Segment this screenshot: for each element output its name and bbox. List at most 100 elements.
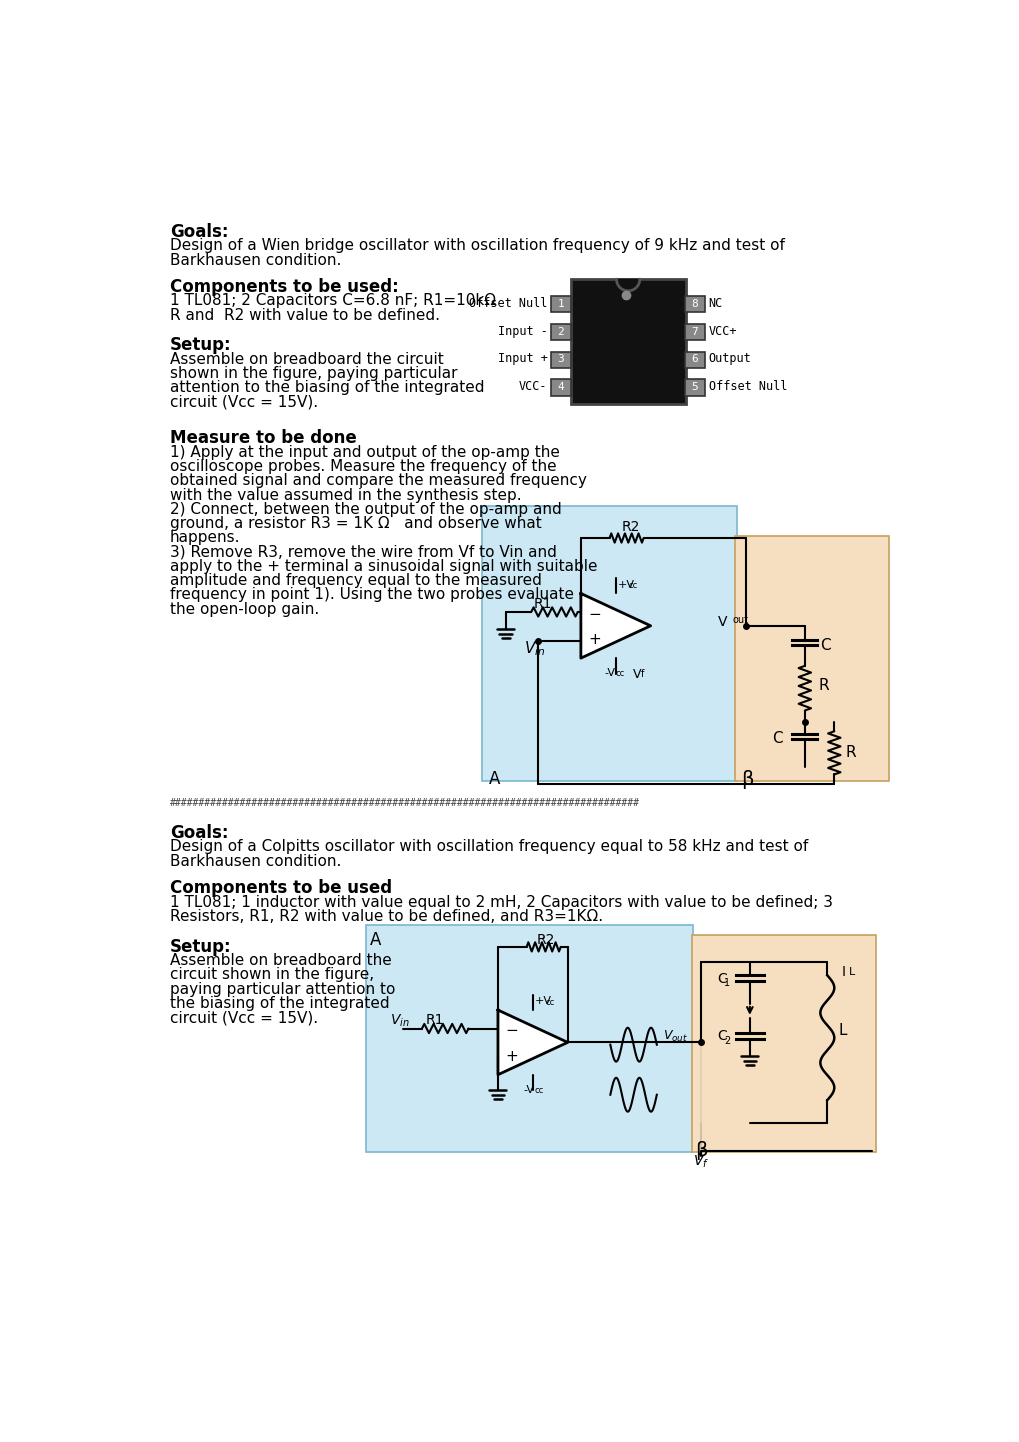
Bar — [685, 324, 704, 340]
Text: VCC+: VCC+ — [708, 324, 737, 337]
Text: NC: NC — [708, 297, 722, 310]
Bar — [691, 934, 875, 1152]
Text: R1: R1 — [426, 1014, 444, 1027]
Text: −: − — [588, 607, 601, 622]
Text: shown in the figure, paying particular: shown in the figure, paying particular — [170, 366, 458, 381]
Text: Goals:: Goals: — [170, 224, 228, 241]
Text: $V_{in}$: $V_{in}$ — [389, 1012, 409, 1030]
Text: 3: 3 — [556, 355, 564, 365]
Text: Output: Output — [708, 352, 751, 365]
Text: A: A — [370, 932, 381, 949]
Text: 1: 1 — [723, 978, 730, 988]
Text: 7: 7 — [691, 327, 697, 336]
Text: V: V — [717, 616, 727, 629]
Text: circuit shown in the figure,: circuit shown in the figure, — [170, 968, 374, 982]
Text: 1: 1 — [556, 298, 564, 309]
Bar — [735, 536, 888, 782]
Text: 2: 2 — [556, 327, 564, 336]
Text: V: V — [632, 668, 641, 681]
Text: R2: R2 — [536, 933, 554, 947]
Text: L: L — [839, 1024, 847, 1038]
Bar — [482, 506, 736, 782]
Text: R: R — [845, 746, 855, 760]
Bar — [685, 296, 704, 313]
Text: Setup:: Setup: — [170, 336, 231, 355]
Text: R2: R2 — [622, 519, 640, 534]
Text: $V_{in}$: $V_{in}$ — [523, 640, 544, 658]
Text: 1 TL081; 2 Capacitors C=6.8 nF; R1=10kΩ: 1 TL081; 2 Capacitors C=6.8 nF; R1=10kΩ — [170, 293, 495, 309]
Text: $V_f$: $V_f$ — [692, 1154, 708, 1169]
Text: oscilloscope probes. Measure the frequency of the: oscilloscope probes. Measure the frequen… — [170, 459, 556, 474]
Text: 5: 5 — [691, 382, 697, 392]
Text: C: C — [819, 639, 830, 653]
Polygon shape — [497, 1009, 568, 1074]
Text: 3) Remove R3, remove the wire from Vf to Vin and: 3) Remove R3, remove the wire from Vf to… — [170, 545, 556, 559]
Text: obtained signal and compare the measured frequency: obtained signal and compare the measured… — [170, 473, 586, 489]
Text: +V: +V — [618, 580, 635, 590]
Text: attention to the biasing of the integrated: attention to the biasing of the integrat… — [170, 381, 484, 395]
Text: C: C — [771, 731, 783, 747]
Text: I: I — [841, 965, 845, 979]
Text: 4: 4 — [556, 382, 564, 392]
Polygon shape — [580, 594, 650, 658]
Text: Input -: Input - — [497, 324, 547, 337]
Text: Assemble on breadboard the: Assemble on breadboard the — [170, 953, 391, 968]
Text: Components to be used: Components to be used — [170, 880, 392, 897]
Text: R: R — [818, 678, 828, 694]
Text: +V: +V — [535, 996, 551, 1007]
Text: Setup:: Setup: — [170, 937, 231, 956]
Bar — [366, 926, 693, 1152]
Text: −: − — [505, 1024, 518, 1038]
Text: frequency in point 1). Using the two probes evaluate: frequency in point 1). Using the two pro… — [170, 587, 574, 603]
Text: R1: R1 — [533, 597, 551, 610]
Text: Measure to be done: Measure to be done — [170, 428, 357, 447]
Text: out: out — [732, 614, 748, 624]
Text: ################################################################################: ########################################… — [170, 799, 640, 809]
Text: -V: -V — [604, 668, 615, 678]
Bar — [551, 352, 571, 368]
Text: Components to be used:: Components to be used: — [170, 278, 398, 296]
Text: cc: cc — [545, 998, 554, 1007]
Bar — [571, 280, 685, 404]
Text: L: L — [848, 968, 855, 978]
Text: Barkhausen condition.: Barkhausen condition. — [170, 254, 341, 268]
Text: cc: cc — [534, 1086, 543, 1094]
Bar — [551, 379, 571, 395]
Text: f: f — [641, 669, 644, 679]
Text: Assemble on breadboard the circuit: Assemble on breadboard the circuit — [170, 352, 443, 366]
Text: cc: cc — [629, 581, 638, 590]
Polygon shape — [615, 280, 639, 291]
Bar — [685, 379, 704, 395]
Text: apply to the + terminal a sinusoidal signal with suitable: apply to the + terminal a sinusoidal sig… — [170, 559, 597, 574]
Text: A: A — [488, 770, 499, 787]
Text: 1) Apply at the input and output of the op-amp the: 1) Apply at the input and output of the … — [170, 444, 559, 460]
Text: Barkhausen condition.: Barkhausen condition. — [170, 854, 341, 868]
Text: Goals:: Goals: — [170, 823, 228, 842]
Text: happens.: happens. — [170, 531, 240, 545]
Text: the open-loop gain.: the open-loop gain. — [170, 601, 319, 617]
Text: paying particular attention to: paying particular attention to — [170, 982, 395, 996]
Text: 6: 6 — [691, 355, 697, 365]
Text: Input +: Input + — [497, 352, 547, 365]
Text: cc: cc — [615, 669, 625, 678]
Text: Design of a Wien bridge oscillator with oscillation frequency of 9 kHz and test : Design of a Wien bridge oscillator with … — [170, 238, 785, 254]
Text: $V_{out}$: $V_{out}$ — [662, 1028, 687, 1044]
Text: +: + — [505, 1048, 518, 1064]
Text: +: + — [588, 632, 601, 647]
Text: 2: 2 — [723, 1035, 730, 1045]
Text: 2) Connect, between the output of the op-amp and: 2) Connect, between the output of the op… — [170, 502, 561, 516]
Text: 1 TL081; 1 inductor with value equal to 2 mH, 2 Capacitors with value to be defi: 1 TL081; 1 inductor with value equal to … — [170, 894, 833, 910]
Text: β: β — [695, 1141, 707, 1159]
Text: circuit (Vcc = 15V).: circuit (Vcc = 15V). — [170, 395, 318, 410]
Text: Design of a Colpitts oscillator with oscillation frequency equal to 58 kHz and t: Design of a Colpitts oscillator with osc… — [170, 839, 808, 854]
Text: with the value assumed in the synthesis step.: with the value assumed in the synthesis … — [170, 487, 522, 503]
Text: ground, a resistor R3 = 1K Ω   and observe what: ground, a resistor R3 = 1K Ω and observe… — [170, 516, 541, 531]
Text: Offset Null: Offset Null — [708, 381, 787, 394]
Bar — [551, 296, 571, 313]
Text: Offset Null: Offset Null — [469, 297, 547, 310]
Text: C: C — [716, 972, 727, 986]
Text: circuit (Vcc = 15V).: circuit (Vcc = 15V). — [170, 1009, 318, 1025]
Bar — [551, 324, 571, 340]
Text: C: C — [716, 1030, 727, 1043]
Text: VCC-: VCC- — [519, 381, 547, 394]
